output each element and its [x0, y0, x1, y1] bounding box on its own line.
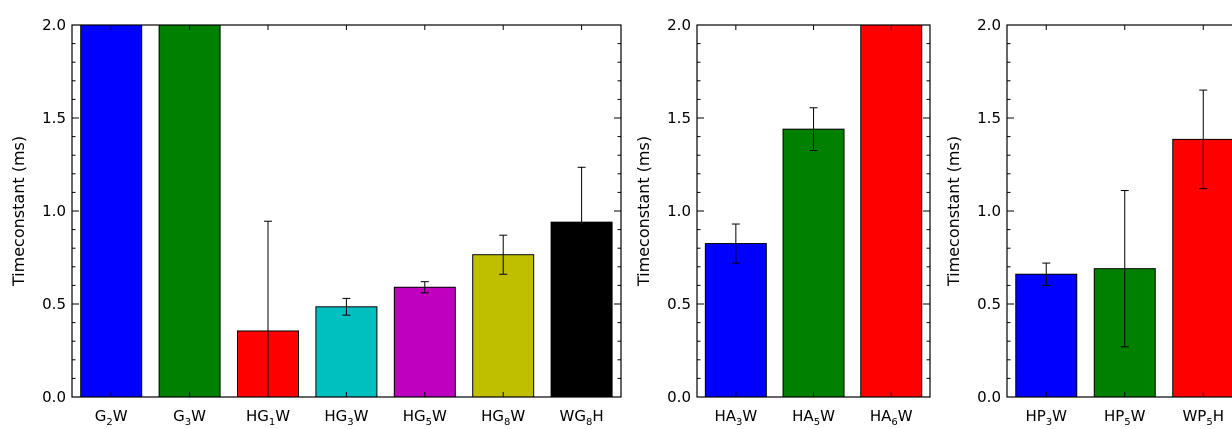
bar	[472, 254, 535, 398]
y-tick-label: 1.0	[667, 202, 691, 220]
x-tick-label: HG5W	[403, 407, 447, 428]
x-tick-label: HP5W	[1104, 407, 1146, 428]
axes-frame	[1006, 24, 1232, 398]
x-tick-label: HA6W	[870, 407, 913, 428]
x-tick-label: G3W	[173, 407, 206, 428]
bar	[1172, 138, 1232, 398]
y-tick-label: 2.0	[977, 16, 1001, 34]
bar	[1015, 273, 1078, 398]
bar	[315, 306, 378, 398]
x-tick-label: G2W	[95, 407, 128, 428]
x-tick-label: WP5H	[1182, 407, 1224, 428]
x-tick-label: HP3W	[1025, 407, 1067, 428]
bar	[158, 24, 221, 398]
y-tick-label: 0.0	[977, 388, 1001, 406]
y-tick-label: 0.0	[667, 388, 691, 406]
y-tick-label: 0.5	[42, 295, 66, 313]
y-tick-label: 1.0	[977, 202, 1001, 220]
x-tick-label: HA3W	[714, 407, 757, 428]
y-tick-label: 0.5	[977, 295, 1001, 313]
chart-panel-2: HA3W HA5W HA6W 0.0 0.5 1.0 1.5 2.0 Timeconstant …	[634, 16, 931, 428]
axes-frame	[71, 24, 622, 398]
y-tick-label: 0.0	[42, 388, 66, 406]
y-axis-label: Timeconstant (ms)	[944, 136, 963, 287]
bar	[393, 286, 456, 398]
chart-panel-1: G2W G3W HG1W HG3W HG5W HG8W WG8H 0.0 0.5 1.0 1.5 2.…	[9, 16, 622, 428]
bar	[80, 24, 143, 398]
chart-panel-3: HP3W HP5W WP5H 0.0 0.5 1.0 1.5 2.0 Timeconstant …	[944, 16, 1232, 428]
bar	[782, 128, 845, 398]
y-axis-label: Timeconstant (ms)	[634, 136, 653, 287]
y-tick-label: 1.5	[667, 109, 691, 127]
y-tick-label: 2.0	[42, 16, 66, 34]
axes-frame	[696, 24, 931, 398]
bar	[860, 24, 923, 398]
bar	[704, 243, 767, 398]
y-tick-label: 1.5	[42, 109, 66, 127]
y-tick-label: 0.5	[667, 295, 691, 313]
x-tick-label: HG3W	[324, 407, 368, 428]
x-tick-label: WG8H	[560, 407, 604, 428]
y-axis-label: Timeconstant (ms)	[9, 136, 28, 287]
y-tick-label: 2.0	[667, 16, 691, 34]
x-tick-label: HG8W	[481, 407, 525, 428]
y-tick-label: 1.0	[42, 202, 66, 220]
x-tick-label: HG1W	[246, 407, 290, 428]
x-tick-label: HA5W	[792, 407, 835, 428]
y-tick-label: 1.5	[977, 109, 1001, 127]
